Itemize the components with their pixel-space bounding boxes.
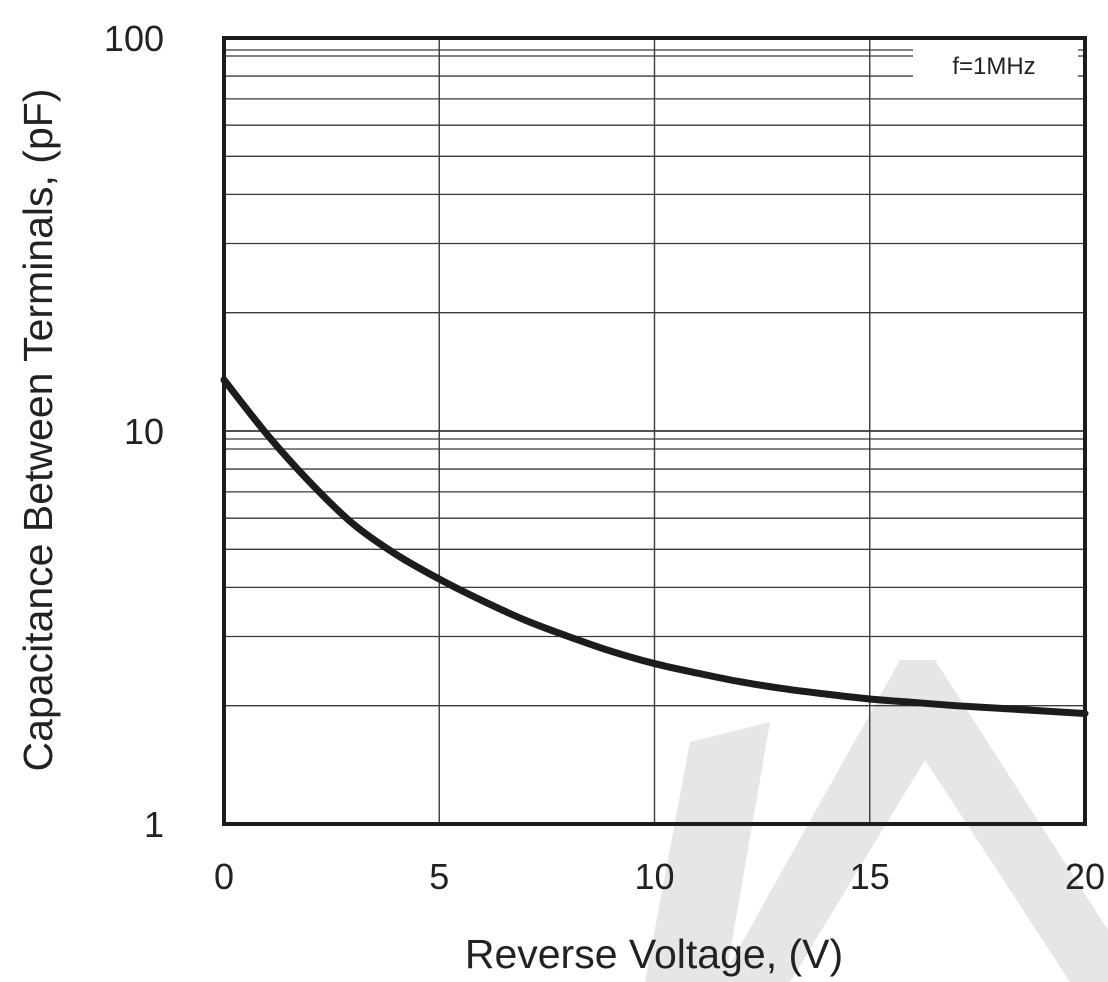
watermark — [645, 660, 1108, 982]
annotation-frequency: f=1MHz — [952, 53, 1035, 80]
series-line-capacitance — [220, 376, 1089, 718]
annotation-background — [913, 44, 1078, 84]
x-tick-label: 15 — [850, 856, 890, 897]
plot-frame — [222, 36, 1087, 826]
watermark-stroke-right — [720, 660, 1108, 982]
watermark-stroke-left — [645, 722, 770, 982]
y-tick-label: 1 — [144, 804, 164, 845]
y-axis-title: Capacitance Between Terminals, (pF) — [15, 89, 61, 772]
y-tick-label: 10 — [124, 411, 164, 452]
annotation-box: f=1MHz — [913, 44, 1078, 84]
x-tick-label: 0 — [214, 856, 234, 897]
y-tick-label: 100 — [104, 18, 164, 59]
x-axis-title: Reverse Voltage, (V) — [465, 931, 843, 977]
y-tick-labels: 1 10 100 — [104, 18, 164, 845]
x-tick-label: 5 — [429, 856, 449, 897]
x-tick-label: 20 — [1065, 856, 1105, 897]
x-tick-labels: 0 5 10 15 20 — [214, 856, 1105, 897]
x-tick-label: 10 — [634, 856, 674, 897]
